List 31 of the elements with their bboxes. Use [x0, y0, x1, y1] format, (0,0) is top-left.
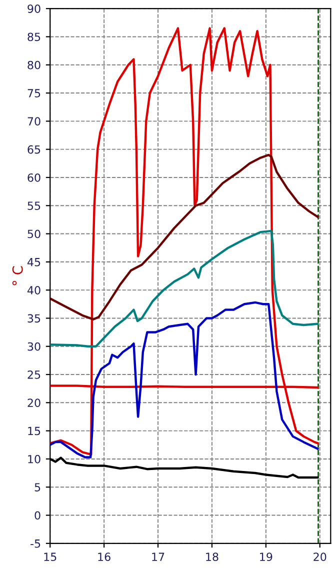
y-tick-label: 25: [28, 370, 40, 379]
y-tick-label: 60: [28, 173, 40, 182]
x-tick-label: 19: [260, 552, 272, 562]
y-tick-label: 10: [28, 454, 40, 464]
x-tick-label: 20: [314, 552, 326, 562]
x-tick-label: 16: [98, 552, 110, 562]
y-tick-label: 40: [27, 286, 40, 294]
y-tick-label: 65: [28, 145, 40, 154]
line-series: [50, 301, 319, 458]
y-tick-label: 50: [28, 230, 40, 238]
y-axis-title: ° C: [12, 266, 23, 286]
y-tick-label: 75: [28, 89, 40, 98]
y-tick-label: -5: [30, 540, 40, 548]
x-tick-label: 17: [152, 552, 164, 561]
y-tick-label: 45: [27, 258, 40, 266]
y-tick-label: 90: [28, 4, 40, 13]
y-tick-label: 70: [28, 117, 40, 126]
x-tick-label: 15: [44, 552, 56, 562]
y-tick-label: 0: [34, 511, 40, 520]
y-tick-label: 35: [28, 314, 40, 323]
y-tick-label: 30: [28, 342, 40, 351]
line-series: [50, 154, 319, 320]
line-series: [50, 27, 319, 456]
y-tick-label: 80: [28, 60, 40, 70]
y-tick-label: 15: [28, 426, 40, 436]
line-series: [50, 230, 319, 348]
x-tick-label: 18: [206, 552, 218, 562]
y-tick-label: 5: [34, 483, 40, 492]
y-tick-label: 85: [28, 32, 40, 42]
y-tick-label: 55: [28, 202, 40, 210]
y-tick-label: 20: [28, 398, 40, 408]
